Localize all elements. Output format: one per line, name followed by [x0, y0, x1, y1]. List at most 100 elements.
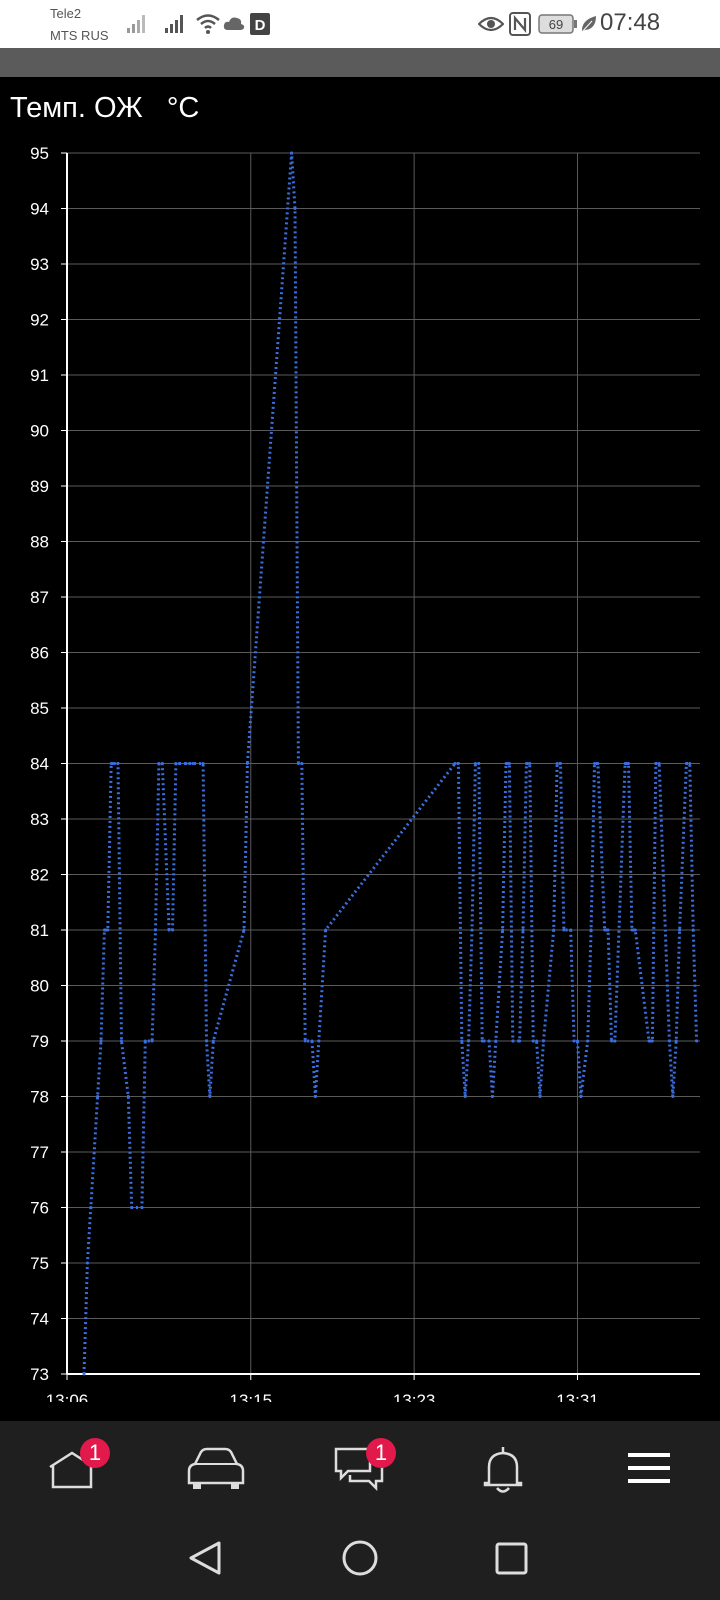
data-point: [102, 928, 106, 932]
x-tick-label: 13:31: [556, 1391, 599, 1402]
data-point: [507, 762, 511, 765]
data-point: [606, 928, 610, 932]
x-tick-label: 13:15: [230, 1391, 273, 1402]
y-tick-label: 82: [30, 866, 49, 885]
data-point: [463, 1095, 467, 1098]
y-tick-label: 93: [30, 255, 49, 274]
data-point: [211, 1039, 215, 1043]
data-point: [171, 928, 174, 932]
data-point: [296, 762, 300, 765]
data-point: [116, 762, 120, 765]
data-point: [150, 1039, 154, 1043]
y-tick-label: 86: [30, 644, 49, 663]
data-point: [317, 1039, 321, 1043]
y-tick-label: 95: [30, 144, 49, 163]
data-point: [473, 762, 477, 765]
signal-icon: [165, 15, 183, 33]
svg-text:D: D: [255, 17, 266, 34]
series-group: [82, 151, 699, 1376]
nav-chat[interactable]: 1: [308, 1421, 408, 1533]
data-point: [191, 762, 195, 765]
data-point: [593, 762, 596, 765]
y-tick-label: 77: [30, 1143, 49, 1162]
data-point: [647, 1039, 651, 1043]
y-tick-label: 88: [30, 533, 49, 552]
y-axis-labels: 73 74 75 76 77 78 79 80 81 82 83 84 85 86 87 88 89 90 91 92…: [30, 144, 49, 1384]
data-point: [494, 1039, 498, 1043]
data-point: [208, 1095, 212, 1098]
carrier-1: Tele2: [50, 6, 82, 21]
x-tick-label: 13:06: [46, 1391, 89, 1402]
data-point: [575, 1039, 579, 1043]
data-point: [610, 1039, 614, 1043]
y-tick-label: 85: [30, 699, 49, 718]
data-point: [603, 928, 607, 932]
data-point: [188, 762, 192, 765]
data-point: [657, 762, 661, 765]
data-point: [688, 762, 692, 765]
data-point: [552, 928, 556, 932]
data-point: [684, 762, 688, 765]
data-point: [89, 1206, 93, 1209]
data-point: [96, 1095, 100, 1098]
data-point: [511, 1039, 515, 1043]
nav-menu[interactable]: [598, 1421, 698, 1533]
data-point: [303, 1039, 307, 1043]
data-point: [524, 762, 528, 765]
carrier-2: MTS RUS: [50, 28, 109, 43]
data-point: [310, 1039, 314, 1043]
data-point: [106, 928, 110, 932]
back-icon: [189, 1541, 221, 1575]
recents-button[interactable]: [477, 1533, 547, 1593]
y-tick-label: 80: [30, 977, 49, 996]
recents-icon: [495, 1542, 528, 1575]
data-point: [678, 928, 682, 932]
y-tick-label: 76: [30, 1199, 49, 1218]
data-point: [470, 928, 474, 932]
data-point: [596, 762, 600, 765]
data-point: [119, 1039, 123, 1043]
y-tick-label: 74: [30, 1310, 49, 1329]
data-point: [613, 1039, 617, 1043]
y-tick-label: 75: [30, 1254, 49, 1273]
y-tick-label: 83: [30, 810, 49, 829]
data-point: [538, 1095, 542, 1098]
data-point: [177, 762, 181, 765]
data-point: [313, 1095, 317, 1098]
app-bar: [0, 48, 720, 77]
data-point: [490, 1095, 494, 1098]
chat-icon: [334, 1447, 384, 1492]
data-point: [293, 207, 297, 210]
data-point: [167, 928, 171, 932]
y-tick-label: 78: [30, 1088, 49, 1107]
cloud-icon: [223, 17, 245, 30]
data-point: [477, 762, 481, 765]
y-tick-label: 73: [30, 1365, 49, 1384]
nav-car[interactable]: [165, 1421, 265, 1533]
data-point: [453, 762, 457, 765]
data-point: [160, 762, 164, 765]
home-button[interactable]: [325, 1533, 395, 1593]
y-tick-label: 91: [30, 366, 49, 385]
data-point: [586, 1039, 590, 1043]
data-point: [324, 928, 328, 932]
data-point: [201, 762, 205, 765]
data-point: [130, 1206, 134, 1209]
nav-home[interactable]: 1: [22, 1421, 122, 1533]
data-point: [654, 762, 658, 765]
data-point: [521, 928, 525, 932]
data-point: [633, 928, 637, 932]
data-point: [126, 1095, 130, 1098]
data-point: [569, 928, 573, 932]
bottom-nav: 1 1: [0, 1421, 720, 1533]
data-point: [113, 762, 117, 765]
y-tick-label: 90: [30, 422, 49, 441]
data-point: [535, 1039, 539, 1043]
nav-notifications[interactable]: [453, 1421, 553, 1533]
back-button[interactable]: [171, 1533, 241, 1593]
data-point: [205, 1039, 209, 1043]
data-point: [518, 1039, 522, 1043]
x-tick-label: 13:23: [393, 1391, 436, 1402]
chat-badge: 1: [366, 1438, 396, 1468]
data-point: [184, 762, 188, 765]
